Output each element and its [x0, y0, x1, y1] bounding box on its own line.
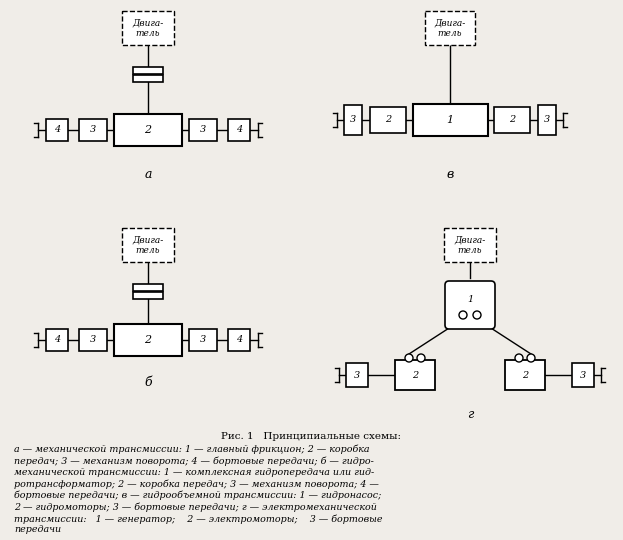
Bar	[189, 329, 217, 351]
Bar	[572, 363, 594, 387]
Text: ротрансформатор; 2 — коробка передач; 3 — механизм поворота; 4 —: ротрансформатор; 2 — коробка передач; 3 …	[14, 480, 379, 489]
Text: 2: 2	[145, 335, 151, 345]
Bar	[228, 119, 250, 141]
Text: 1: 1	[467, 295, 473, 305]
Text: 3: 3	[200, 335, 206, 345]
Circle shape	[459, 311, 467, 319]
Bar	[370, 107, 406, 133]
Bar	[114, 114, 182, 146]
Bar	[346, 363, 368, 387]
Bar	[189, 119, 217, 141]
Bar	[46, 329, 68, 351]
Text: 3: 3	[350, 116, 356, 125]
Circle shape	[417, 354, 425, 362]
Circle shape	[473, 311, 481, 319]
Text: 1: 1	[447, 115, 454, 125]
Text: 2: 2	[509, 116, 515, 125]
Text: 3: 3	[354, 370, 360, 380]
Text: 4: 4	[236, 335, 242, 345]
Text: б: б	[144, 376, 152, 389]
Text: 4: 4	[54, 335, 60, 345]
Bar	[538, 105, 556, 135]
Text: г: г	[467, 408, 473, 422]
Text: 3: 3	[90, 125, 96, 134]
Bar	[412, 104, 488, 136]
FancyBboxPatch shape	[445, 281, 495, 329]
Bar	[395, 360, 435, 390]
Bar	[122, 11, 174, 45]
Bar	[444, 228, 496, 262]
Text: 3: 3	[544, 116, 550, 125]
Text: Двига-
тель: Двига- тель	[132, 18, 164, 38]
Bar	[114, 324, 182, 356]
Bar	[133, 284, 163, 291]
Circle shape	[515, 354, 523, 362]
Text: в: в	[446, 168, 454, 181]
Bar	[122, 228, 174, 262]
Text: передачи: передачи	[14, 525, 61, 535]
Text: бортовые передачи; в — гидрообъемной трансмиссии: 1 — гидронасос;: бортовые передачи; в — гидрообъемной тра…	[14, 491, 381, 501]
Bar	[228, 329, 250, 351]
Text: 2: 2	[522, 370, 528, 380]
Bar	[133, 75, 163, 82]
Text: 4: 4	[54, 125, 60, 134]
Text: 2: 2	[412, 370, 418, 380]
Circle shape	[405, 354, 413, 362]
Bar	[494, 107, 530, 133]
Text: трансмиссии:   1 — генератор;    2 — электромоторы;    3 — бортовые: трансмиссии: 1 — генератор; 2 — электром…	[14, 514, 383, 523]
Bar	[505, 360, 545, 390]
Text: 3: 3	[200, 125, 206, 134]
Text: а: а	[145, 168, 152, 181]
Text: 2 — гидромоторы; 3 — бортовые передачи; г — электромеханической: 2 — гидромоторы; 3 — бортовые передачи; …	[14, 503, 377, 512]
Text: Двига-
тель: Двига- тель	[434, 18, 465, 38]
Text: 3: 3	[580, 370, 586, 380]
Text: 4: 4	[236, 125, 242, 134]
Bar	[344, 105, 362, 135]
Bar	[79, 329, 107, 351]
Text: передач; 3 — механизм поворота; 4 — бортовые передачи; б — гидро-: передач; 3 — механизм поворота; 4 — борт…	[14, 456, 374, 466]
Bar	[425, 11, 475, 45]
Text: Двига-
тель: Двига- тель	[132, 235, 164, 255]
Text: механической трансмиссии: 1 — комплексная гидропередача или гид-: механической трансмиссии: 1 — комплексна…	[14, 468, 374, 477]
Text: Рис. 1   Принципиальные схемы:: Рис. 1 Принципиальные схемы:	[221, 432, 401, 441]
Bar	[133, 292, 163, 299]
Text: а — механической трансмиссии: 1 — главный фрикцион; 2 — коробка: а — механической трансмиссии: 1 — главны…	[14, 445, 369, 455]
Text: Двига-
тель: Двига- тель	[454, 235, 485, 255]
Bar	[79, 119, 107, 141]
Bar	[133, 66, 163, 73]
Circle shape	[527, 354, 535, 362]
Text: 2: 2	[385, 116, 391, 125]
Bar	[46, 119, 68, 141]
Text: 3: 3	[90, 335, 96, 345]
Text: 2: 2	[145, 125, 151, 135]
